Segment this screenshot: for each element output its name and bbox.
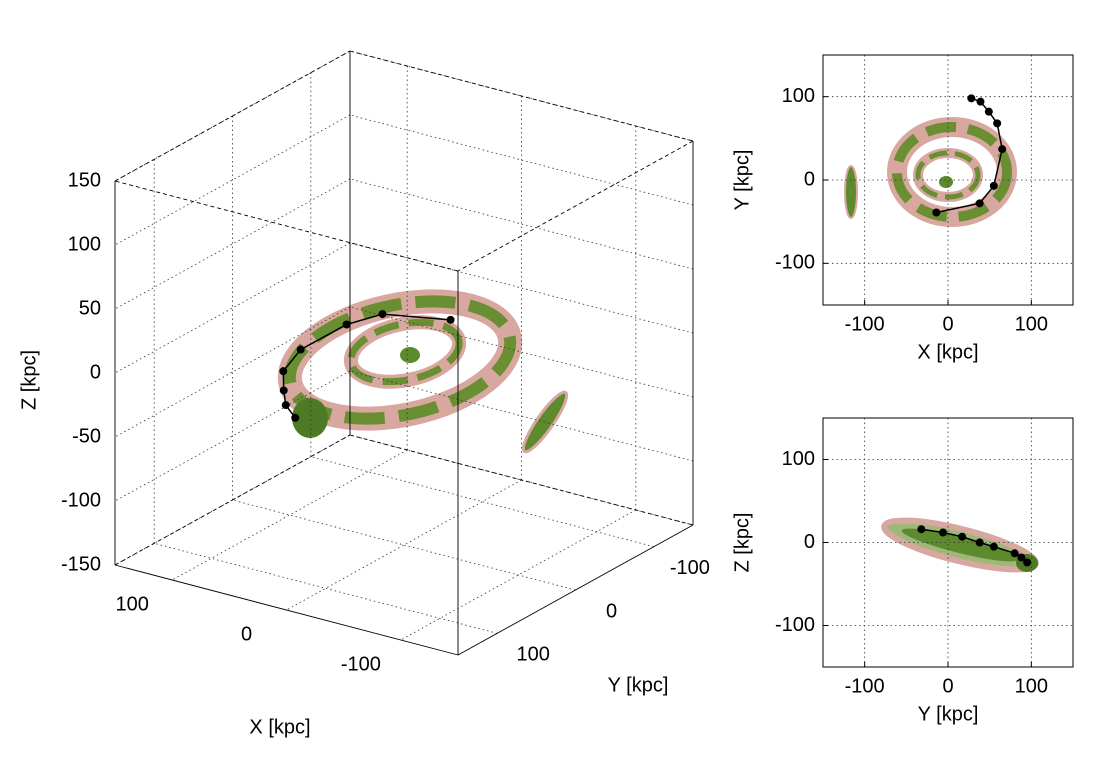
- orbit-point: [976, 97, 985, 106]
- density-blobs: [277, 117, 1039, 573]
- box-edge: [114, 434, 351, 566]
- x-tick-label: 100: [1015, 313, 1048, 335]
- blob: [292, 398, 328, 438]
- x-tick-label: -100: [845, 313, 885, 335]
- plot-frame: [822, 417, 1074, 668]
- grid-line: [286, 479, 522, 611]
- x-axis-label: X [kpc]: [917, 341, 978, 363]
- orbit-point: [446, 315, 455, 324]
- y-tick-label: -100: [670, 557, 710, 579]
- orbit-point: [984, 107, 993, 116]
- orbit-point: [989, 542, 998, 551]
- orbit-point: [279, 367, 288, 376]
- box-edge: [457, 140, 694, 272]
- blob: [892, 122, 1012, 222]
- y-axis-label: Z [kpc]: [731, 512, 753, 572]
- plot-frame: [822, 54, 1074, 306]
- z-tick-label: -150: [61, 553, 101, 575]
- box-edge: [349, 50, 694, 142]
- x-tick-label: 0: [942, 313, 953, 335]
- x-tick-label: 0: [241, 623, 252, 645]
- orbit-point: [975, 199, 984, 208]
- orbit-point: [958, 532, 967, 541]
- x-tick-label: 100: [1015, 675, 1048, 697]
- orbit-point: [291, 413, 300, 422]
- orbit-point: [1010, 549, 1019, 558]
- orbit-point: [998, 145, 1007, 154]
- grid-line: [154, 542, 498, 634]
- box-edge: [349, 434, 694, 526]
- orbit-point: [342, 320, 351, 329]
- z-tick-label: 0: [90, 361, 101, 383]
- y-tick-label: 0: [606, 600, 617, 622]
- x-tick-label: -100: [845, 675, 885, 697]
- orbit-point: [967, 94, 976, 103]
- x-axis-label: X [kpc]: [249, 716, 310, 738]
- y-axis-label: Y [kpc]: [731, 150, 753, 211]
- grid-line: [310, 456, 654, 548]
- orbit-point: [932, 208, 941, 217]
- orbit-point: [296, 345, 305, 354]
- z-tick-label: -50: [72, 425, 101, 447]
- y-tick-label: 0: [804, 168, 815, 190]
- z-tick-label: 50: [79, 297, 101, 319]
- grid-line: [349, 306, 694, 398]
- y-tick-label: -100: [775, 614, 815, 636]
- blob: [844, 165, 858, 219]
- y-tick-label: -100: [775, 252, 815, 274]
- x-tick-label: 100: [115, 593, 148, 615]
- x-axis-label: Y [kpc]: [918, 703, 979, 725]
- box-edge: [457, 524, 694, 656]
- orbit-point: [378, 310, 387, 319]
- blob: [939, 176, 953, 188]
- blob: [915, 150, 981, 200]
- grid-line: [349, 370, 694, 462]
- orbit-point: [917, 525, 926, 534]
- box-edge: [114, 564, 459, 656]
- grid-line: [349, 178, 694, 270]
- orbit-point: [975, 538, 984, 547]
- z-tick-label: -100: [61, 489, 101, 511]
- z-axis-label: Z [kpc]: [18, 350, 40, 410]
- orbit-point: [989, 181, 998, 190]
- orbit-point: [939, 528, 947, 537]
- y-tick-label: 100: [516, 644, 549, 666]
- grid-line: [349, 242, 694, 334]
- grid-line: [349, 114, 694, 206]
- y-axis-label: Y [kpc]: [608, 674, 669, 696]
- z-tick-label: 100: [68, 233, 101, 255]
- blob: [400, 347, 420, 363]
- z-tick-label: 150: [68, 169, 101, 191]
- y-tick-label: 0: [804, 531, 815, 553]
- y-tick-label: 100: [782, 448, 815, 470]
- orbit-point: [279, 386, 288, 395]
- orbit-point: [1017, 553, 1026, 562]
- orbit-point: [281, 401, 290, 410]
- x-tick-label: -100: [341, 653, 381, 675]
- orbit-point: [1023, 558, 1032, 567]
- blob: [283, 295, 517, 425]
- x-tick-label: 0: [942, 675, 953, 697]
- box-edge: [114, 180, 459, 272]
- box-edge: [114, 50, 351, 182]
- orbit-point: [993, 119, 1002, 128]
- y-tick-label: 100: [782, 85, 815, 107]
- grid-line: [232, 499, 576, 591]
- blob: [901, 528, 1019, 562]
- blob: [347, 318, 463, 386]
